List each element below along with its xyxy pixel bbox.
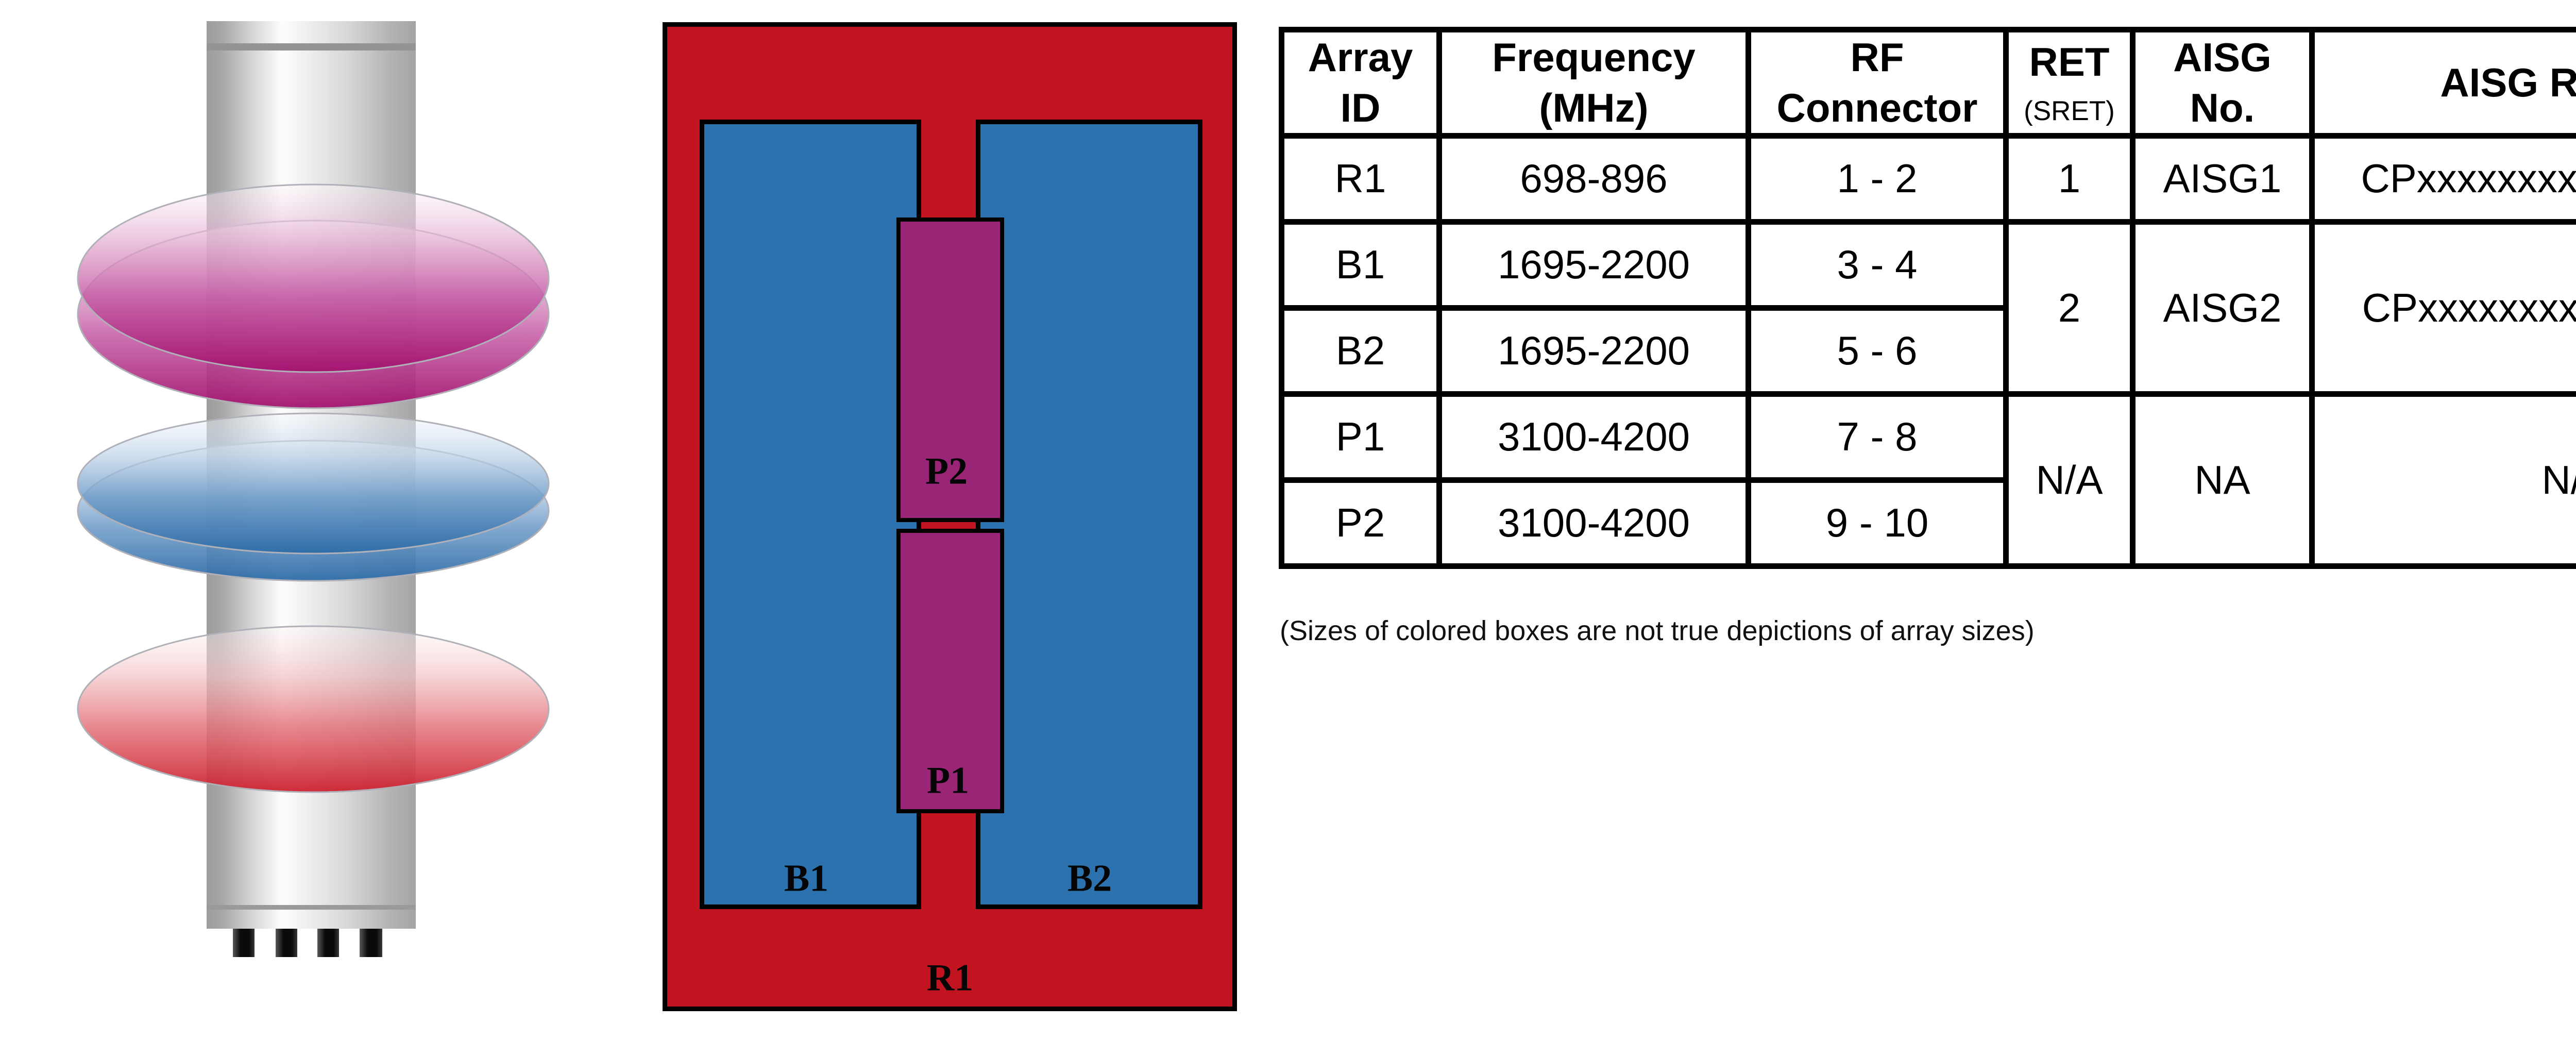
rf-connector-stubs: [233, 929, 382, 957]
size-disclaimer-caption: (Sizes of colored boxes are not true dep…: [1280, 615, 2035, 646]
cell-rf-connector-b1: 3 - 4: [1745, 219, 2009, 311]
cell-rf-connector-b2: 5 - 6: [1745, 305, 2009, 397]
table-row-b1: B1 1695-2200 3 - 4 2 AISG2 CPxxxxxxxxxxx…: [1279, 219, 2576, 397]
array-box-b2: [976, 120, 1202, 909]
table-row-r1: R1 698-896 1 - 2 1 AISG1 CPxxxxxxxxxxxxx…: [1279, 133, 2576, 225]
table-row-p2: P2 3100-4200 9 - 10: [1279, 477, 2576, 569]
cell-array-id-p1: P1: [1279, 391, 1442, 483]
cylinder-bottom-seam: [207, 905, 416, 910]
antenna-illustration: [77, 21, 550, 957]
col-header-aisg-ret-uid: AISG RET UID: [2309, 27, 2576, 139]
cell-frequency-b2: 1695-2200: [1436, 305, 1751, 397]
array-box-b1: [700, 120, 921, 909]
cell-array-id-p2: P2: [1279, 477, 1442, 569]
cell-array-id-r1: R1: [1279, 133, 1442, 225]
cell-aisg-ret-uid-p: N/A: [2309, 391, 2576, 569]
ret-header-sub: (SRET): [2024, 96, 2115, 127]
port-mapping-table: Array ID Frequency (MHz) RF Connector RE…: [1279, 27, 2576, 569]
col-header-array-id: Array ID: [1279, 27, 1442, 139]
cylinder-top-seam: [207, 43, 416, 51]
col-header-aisg-no: AISG No.: [2130, 27, 2315, 139]
cell-rf-connector-p2: 9 - 10: [1745, 477, 2009, 569]
cell-aisg-no-p: NA: [2130, 391, 2315, 569]
cell-aisg-no-r1: AISG1: [2130, 133, 2315, 225]
cell-frequency-r1: 698-896: [1436, 133, 1751, 225]
array-label-b1: B1: [784, 857, 829, 900]
table-row-p1: P1 3100-4200 7 - 8 N/A NA N/A: [1279, 391, 2576, 569]
array-layout-diagram: B1 B2 P2 P1 R1: [663, 22, 1237, 1011]
ret-header-main: RET: [2029, 39, 2110, 85]
cell-array-id-b1: B1: [1279, 219, 1442, 311]
cell-rf-connector-r1: 1 - 2: [1745, 133, 2009, 225]
cell-ret-b: 2: [2003, 219, 2136, 397]
port-mapping-table-wrap: Array ID Frequency (MHz) RF Connector RE…: [1279, 27, 2576, 569]
beam-pattern-red: [77, 625, 550, 793]
col-header-ret: RET (SRET): [2003, 27, 2136, 139]
table-row-b2: B2 1695-2200 5 - 6: [1279, 305, 2576, 397]
header-row: Array ID Frequency (MHz) RF Connector RE…: [1279, 27, 2576, 139]
cell-frequency-p1: 3100-4200: [1436, 391, 1751, 483]
cell-ret-p: N/A: [2003, 391, 2136, 569]
cell-frequency-b1: 1695-2200: [1436, 219, 1751, 311]
array-label-r1: R1: [926, 957, 974, 999]
array-box-p2: [896, 217, 1004, 522]
cell-aisg-ret-uid-b: CPxxxxxxxxxxxxxxxxB1: [2309, 219, 2576, 397]
array-label-b2: B2: [1067, 857, 1112, 900]
cell-ret-r1: 1: [2003, 133, 2136, 225]
col-header-rf-connector: RF Connector: [1745, 27, 2009, 139]
beam-pattern-blue: [77, 412, 550, 582]
array-label-p2: P2: [925, 450, 968, 493]
array-box-p1: [896, 529, 1004, 813]
cell-frequency-p2: 3100-4200: [1436, 477, 1751, 569]
array-label-p1: P1: [926, 759, 970, 802]
cell-rf-connector-p1: 7 - 8: [1745, 391, 2009, 483]
col-header-frequency: Frequency (MHz): [1436, 27, 1751, 139]
cell-array-id-b2: B2: [1279, 305, 1442, 397]
cell-aisg-no-b: AISG2: [2130, 219, 2315, 397]
cell-aisg-ret-uid-r1: CPxxxxxxxxxxxxxxxxR1: [2309, 133, 2576, 225]
beam-pattern-pink: [77, 183, 550, 409]
